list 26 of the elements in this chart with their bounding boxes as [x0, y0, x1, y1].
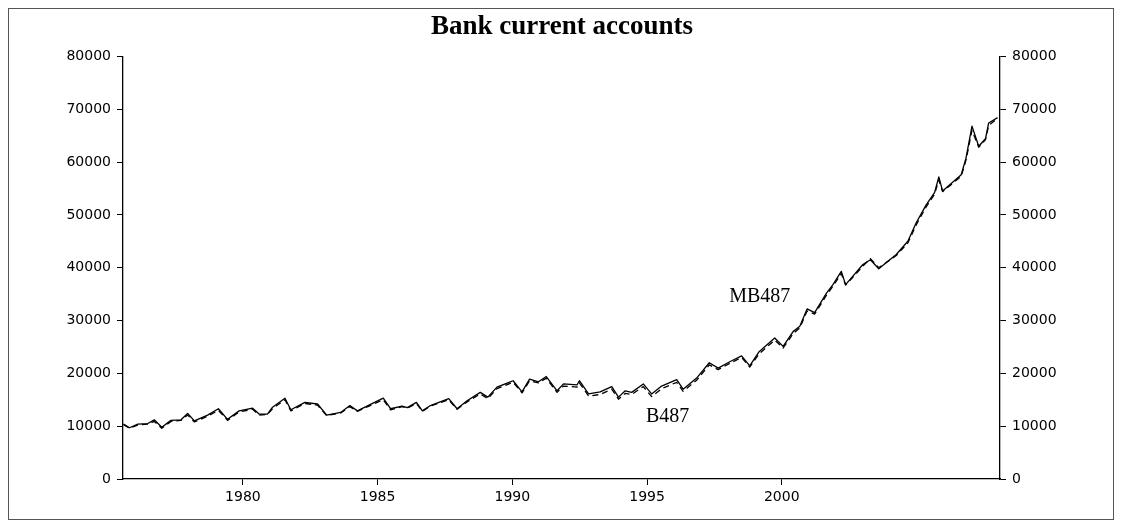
y-tick-label: 50000 — [66, 205, 111, 222]
y2-tick-label: 40000 — [1012, 258, 1057, 275]
y2-tick-label: 60000 — [1012, 152, 1057, 169]
series-label: MB487 — [729, 283, 791, 306]
y2-tick-label: 0 — [1012, 469, 1021, 486]
y-tick-label: 10000 — [66, 416, 111, 433]
x-tick-label: 1995 — [629, 488, 665, 505]
y-tick-label: 0 — [102, 469, 111, 486]
y-tick-label: 30000 — [66, 311, 111, 328]
x-tick-label: 1980 — [225, 488, 261, 505]
series-label: B487 — [645, 403, 690, 426]
y-tick-label: 20000 — [66, 363, 111, 380]
y2-tick-label: 20000 — [1012, 363, 1057, 380]
chart-title: Bank current accounts — [430, 10, 694, 41]
y-tick-label: 70000 — [66, 99, 111, 116]
y2-tick-label: 50000 — [1012, 205, 1057, 222]
y2-tick-label: 10000 — [1012, 416, 1057, 433]
y2-tick-label: 70000 — [1012, 99, 1057, 116]
y2-tick-label: 80000 — [1012, 47, 1057, 64]
y-tick-label: 60000 — [66, 152, 111, 169]
x-tick-label: 2000 — [763, 488, 800, 505]
y-tick-label: 40000 — [66, 258, 111, 275]
y-tick-label: 80000 — [66, 47, 111, 64]
x-tick-label: 1990 — [494, 488, 531, 505]
y2-tick-label: 30000 — [1012, 311, 1057, 328]
x-tick-label: 1985 — [359, 488, 396, 505]
